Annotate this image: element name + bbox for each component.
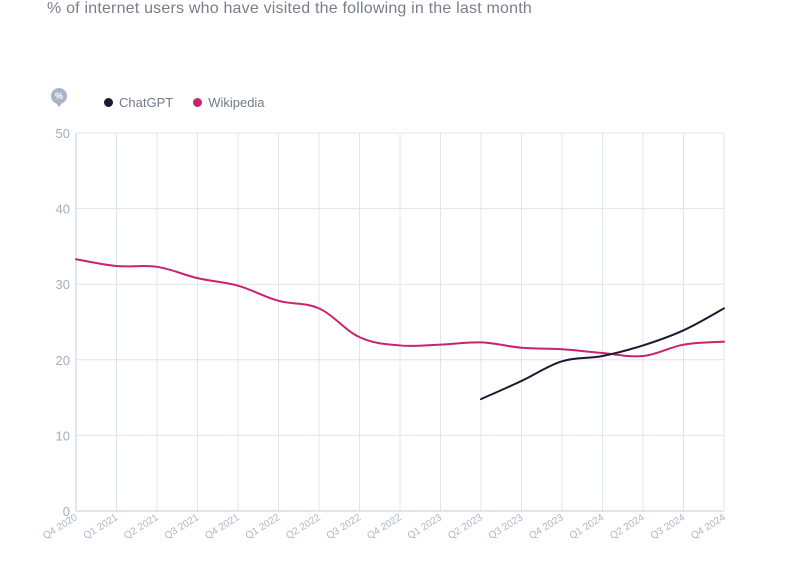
data-point-chatgpt xyxy=(600,353,606,359)
x-tick-label: Q1 2023 xyxy=(406,512,445,542)
data-point-wikipedia xyxy=(235,283,241,289)
x-tick-label: Q3 2021 xyxy=(163,512,202,542)
data-point-chatgpt xyxy=(559,358,565,364)
data-point-chatgpt xyxy=(640,342,646,348)
y-tick-label: 20 xyxy=(56,353,70,368)
x-tick-label: Q1 2024 xyxy=(568,512,607,542)
chart-title: % of internet users who have visited the… xyxy=(47,0,532,17)
data-point-wikipedia xyxy=(640,353,646,359)
y-tick-label: 30 xyxy=(56,277,70,292)
data-point-chatgpt xyxy=(519,378,525,384)
y-tick-label: 10 xyxy=(56,428,70,443)
y-tick-label: 0 xyxy=(63,504,70,519)
x-tick-label: Q4 2022 xyxy=(365,512,404,542)
data-point-wikipedia xyxy=(195,275,201,281)
data-point-wikipedia xyxy=(357,334,363,340)
x-tick-label: Q4 2023 xyxy=(527,512,566,542)
data-point-wikipedia xyxy=(681,342,687,348)
data-point-chatgpt xyxy=(681,327,687,333)
legend-item-wikipedia[interactable]: Wikipedia xyxy=(193,95,265,110)
legend-label-wikipedia: Wikipedia xyxy=(208,95,265,110)
x-tick-label: Q2 2024 xyxy=(608,512,647,542)
legend-item-chatgpt[interactable]: ChatGPT xyxy=(104,95,173,110)
data-point-wikipedia xyxy=(73,256,79,262)
legend: ChatGPT Wikipedia xyxy=(104,95,265,110)
data-point-wikipedia xyxy=(519,345,525,351)
data-point-wikipedia xyxy=(438,342,444,348)
y-tick-label: 50 xyxy=(56,126,70,141)
x-tick-label: Q1 2021 xyxy=(82,512,121,542)
data-point-wikipedia xyxy=(397,342,403,348)
x-tick-label: Q3 2023 xyxy=(487,512,526,542)
series-line-chatgpt xyxy=(480,307,725,401)
data-point-chatgpt xyxy=(478,396,484,402)
data-point-wikipedia xyxy=(721,339,727,345)
data-point-wikipedia xyxy=(154,264,160,270)
x-tick-label: Q3 2022 xyxy=(325,512,364,542)
legend-swatch-wikipedia xyxy=(193,98,203,107)
data-point-wikipedia xyxy=(559,346,565,352)
x-tick-label: Q4 2024 xyxy=(689,512,728,542)
x-tick-label: Q1 2022 xyxy=(244,512,283,542)
x-tick-label: Q3 2024 xyxy=(649,512,688,542)
data-point-chatgpt xyxy=(721,305,727,311)
x-tick-label: Q2 2022 xyxy=(284,512,323,542)
data-point-wikipedia xyxy=(478,339,484,345)
unit-badge: % xyxy=(51,88,67,107)
x-tick-label: Q2 2021 xyxy=(122,512,161,542)
legend-label-chatgpt: ChatGPT xyxy=(119,95,174,110)
x-tick-label: Q4 2020 xyxy=(41,512,80,542)
x-tick-label: Q2 2023 xyxy=(446,512,485,542)
y-tick-label: 40 xyxy=(56,202,70,217)
x-tick-label: Q4 2021 xyxy=(203,512,242,542)
data-point-wikipedia xyxy=(276,298,282,304)
data-point-wikipedia xyxy=(316,305,322,311)
legend-swatch-chatgpt xyxy=(104,98,113,107)
series-line-wikipedia xyxy=(75,258,725,358)
data-point-wikipedia xyxy=(114,263,120,269)
